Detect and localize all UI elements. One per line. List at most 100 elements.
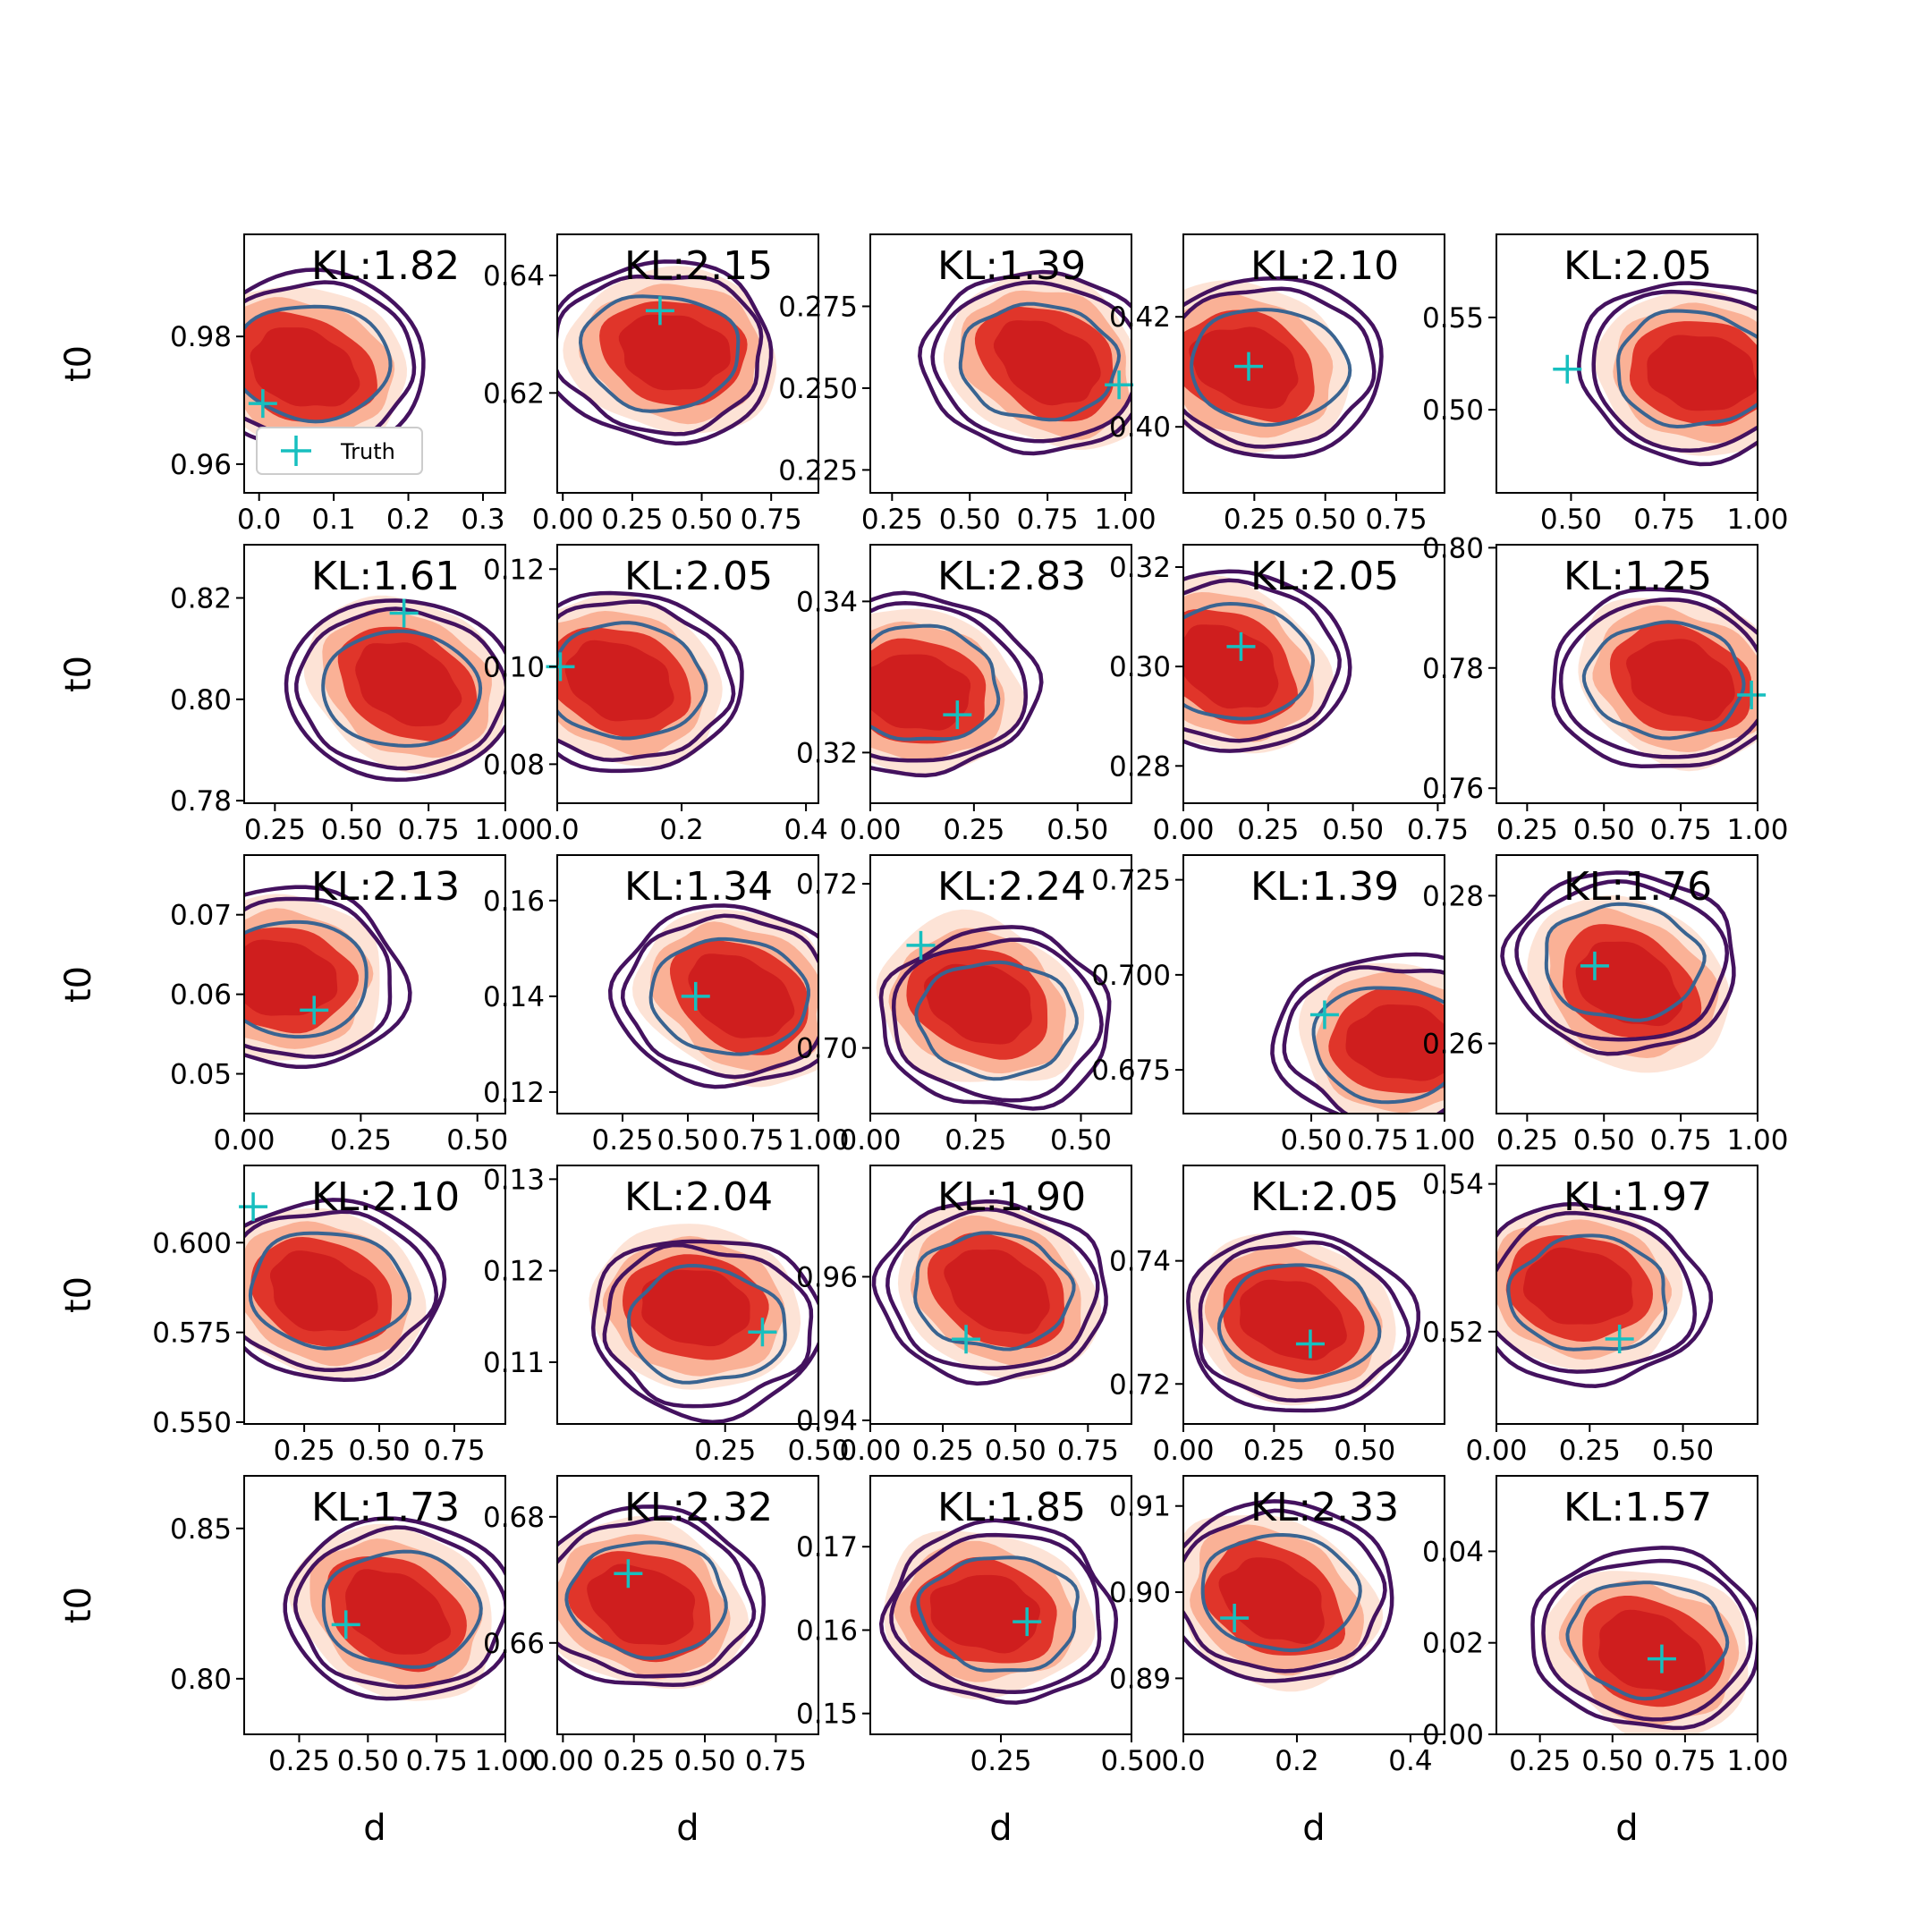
axes-frame <box>1496 1165 1758 1425</box>
axes-frame <box>1182 233 1445 494</box>
contour-outer-2 <box>557 599 736 763</box>
x-tick-label: 0.25 <box>912 1435 974 1467</box>
y-tick-label: 0.50 <box>1422 394 1484 427</box>
contour-outer-2 <box>1558 597 1758 759</box>
y-tick-label: 0.78 <box>1422 653 1484 685</box>
y-tick-label: 0.250 <box>778 373 858 405</box>
density-fill-core <box>587 1563 696 1645</box>
x-tick-label: 0.75 <box>1366 504 1428 536</box>
y-tick-label: 0.725 <box>1091 865 1171 897</box>
contour-inner <box>1200 1532 1362 1653</box>
truth-marker <box>614 1559 643 1589</box>
truth-marker <box>1220 1603 1250 1632</box>
axes-frame <box>556 544 819 804</box>
x-tick-label: 0.50 <box>1050 1124 1112 1157</box>
contour-outer-2 <box>602 1242 814 1409</box>
y-tick-label: 0.42 <box>1109 301 1171 334</box>
contour-inner <box>916 1555 1080 1673</box>
subplot-12: 0.25 0.50 0.75 1.00 0.12 0.14 0.16 KL:1.34 <box>483 854 850 1157</box>
contour-outer-2 <box>1183 578 1342 743</box>
axes-frame <box>1496 544 1758 804</box>
x-axis-label: d <box>1615 1808 1638 1849</box>
truth-marker <box>943 700 972 730</box>
y-tick-label: 0.04 <box>1422 1536 1484 1568</box>
y-tick-label: 0.10 <box>483 651 545 683</box>
y-tick-label: 0.225 <box>778 454 858 487</box>
subplot-title: KL:2.05 <box>1250 1174 1399 1220</box>
contour-outer-1 <box>590 1239 818 1424</box>
contour-outer-1 <box>1551 587 1758 768</box>
subplot-19: 0.00 0.25 0.50 0.72 0.74 KL:2.05 <box>1109 1165 1445 1467</box>
y-tick-label: 0.66 <box>483 1628 545 1660</box>
x-tick-label: 0.3 <box>461 504 504 536</box>
y-tick-label: 0.76 <box>1422 773 1484 805</box>
density-fill-core <box>345 1569 452 1655</box>
subplot-title: KL:2.13 <box>311 864 460 910</box>
subplot-4: 0.25 0.50 0.75 0.40 0.42 KL:2.10 <box>1109 233 1445 536</box>
y-tick-label: 0.82 <box>170 583 232 615</box>
x-tick-label: 0.25 <box>601 504 663 536</box>
y-tick-label: 0.600 <box>152 1227 232 1259</box>
subplot-title: KL:2.05 <box>1563 243 1712 289</box>
x-tick-label: 0.25 <box>861 504 923 536</box>
y-tick-label: 0.80 <box>1422 532 1484 564</box>
subplot-14: 0.50 0.75 1.00 0.675 0.700 0.725 KL:1.39 <box>1091 854 1476 1157</box>
subplot-title: KL:1.97 <box>1563 1174 1712 1220</box>
axes-frame <box>869 854 1132 1114</box>
subplot-title: KL:1.76 <box>1563 864 1712 910</box>
y-tick-label: 0.28 <box>1422 880 1484 912</box>
contour-outer-1 <box>1183 275 1384 460</box>
x-tick-label: 0.75 <box>1654 1745 1716 1777</box>
x-tick-label: 0.0 <box>1161 1745 1205 1777</box>
contour-outer-1 <box>557 1504 767 1688</box>
x-tick-label: 1.00 <box>1413 1124 1475 1157</box>
truth-marker <box>748 1318 777 1347</box>
x-tick-label: 0.00 <box>532 504 594 536</box>
axes-frame <box>869 544 1132 804</box>
x-tick-label: 0.25 <box>1237 814 1299 846</box>
truth-marker <box>1234 352 1263 381</box>
axes-frame <box>1182 1165 1445 1425</box>
x-tick-label: 0.75 <box>398 814 460 846</box>
axes-frame <box>243 544 506 804</box>
x-tick-label: 0.25 <box>945 1124 1006 1157</box>
subplot-2: 0.00 0.25 0.50 0.75 0.62 0.64 KL:2.15 <box>483 233 819 536</box>
x-tick-label: 0.00 <box>532 1745 594 1777</box>
contour-outer-2 <box>1514 879 1730 1042</box>
density-fill-core <box>929 1574 1040 1654</box>
contour-inner <box>1616 309 1758 429</box>
truth-marker <box>1309 1000 1339 1030</box>
legend-label: Truth <box>340 439 395 464</box>
x-tick-label: 0.50 <box>674 1745 736 1777</box>
contour-outer-1 <box>870 590 1044 778</box>
contour-outer-2 <box>1591 289 1758 453</box>
y-tick-label: 0.40 <box>1109 411 1171 444</box>
subplot-title: KL:1.57 <box>1563 1485 1712 1530</box>
contour-outer-2 <box>292 1525 505 1690</box>
contour-outer-2 <box>891 937 1104 1103</box>
subplot-title: KL:1.90 <box>937 1174 1086 1220</box>
x-tick-label: 1.00 <box>1726 504 1788 536</box>
contour-inner <box>321 1549 483 1669</box>
subplot-25: 0.25 0.50 0.75 1.00 0.00 0.02 0.04 KL:1.57 d <box>1422 1475 1789 1849</box>
contour-inner <box>1506 1233 1668 1352</box>
subplot-title: KL:1.85 <box>937 1485 1086 1530</box>
subplot-15: 0.25 0.50 0.75 1.00 0.26 0.28 KL:1.76 <box>1422 854 1789 1157</box>
density-fill-core <box>870 654 971 731</box>
x-tick-label: 0.50 <box>321 814 383 846</box>
subplot-title: KL:1.25 <box>1563 554 1712 599</box>
y-tick-label: 0.72 <box>1109 1368 1171 1401</box>
x-tick-label: 0.75 <box>1347 1124 1409 1157</box>
x-axis-label: d <box>676 1808 699 1849</box>
subplot-title: KL:2.05 <box>624 554 773 599</box>
density-fill-core <box>618 314 731 391</box>
x-tick-label: 1.00 <box>474 1745 536 1777</box>
x-tick-label: 0.75 <box>1017 504 1079 536</box>
y-axis-label: t0 <box>58 656 99 692</box>
x-tick-label: 0.50 <box>1046 814 1108 846</box>
axes-frame <box>556 1165 819 1425</box>
x-tick-label: 0.50 <box>1573 1124 1635 1157</box>
contour-outer-2 <box>1183 286 1377 449</box>
contour-outer-2 <box>557 274 764 436</box>
